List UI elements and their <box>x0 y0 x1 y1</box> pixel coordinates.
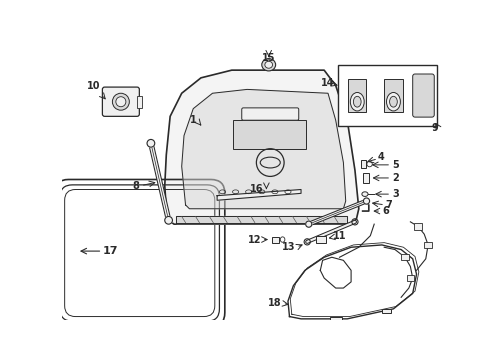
Bar <box>233 120 306 149</box>
FancyBboxPatch shape <box>241 108 298 120</box>
Bar <box>271 237 279 243</box>
FancyBboxPatch shape <box>412 74 433 117</box>
Text: 18: 18 <box>267 298 281 309</box>
Text: 10: 10 <box>87 81 101 91</box>
Ellipse shape <box>386 93 400 111</box>
Ellipse shape <box>353 96 360 107</box>
Text: 1: 1 <box>190 115 197 125</box>
Text: 9: 9 <box>430 123 437 133</box>
Text: 15: 15 <box>262 53 275 63</box>
FancyBboxPatch shape <box>102 87 139 116</box>
Bar <box>381 309 390 314</box>
Circle shape <box>305 221 311 227</box>
Ellipse shape <box>389 96 396 107</box>
Text: 8: 8 <box>132 181 139 191</box>
Text: 12: 12 <box>247 235 261 244</box>
Ellipse shape <box>112 93 129 110</box>
Text: 17: 17 <box>102 246 118 256</box>
Circle shape <box>363 198 369 204</box>
Bar <box>316 237 325 243</box>
Polygon shape <box>176 216 346 222</box>
Text: 3: 3 <box>391 189 398 199</box>
Bar <box>406 275 413 281</box>
Text: 14: 14 <box>321 78 334 88</box>
Text: 4: 4 <box>377 152 384 162</box>
Bar <box>424 242 431 248</box>
Bar <box>413 223 421 230</box>
Polygon shape <box>182 89 345 209</box>
Text: 7: 7 <box>385 200 392 210</box>
Bar <box>360 160 365 168</box>
Polygon shape <box>164 70 358 224</box>
Ellipse shape <box>349 93 364 111</box>
Text: 5: 5 <box>391 160 398 170</box>
Text: 13: 13 <box>282 242 295 252</box>
Bar <box>329 316 341 321</box>
Text: 11: 11 <box>333 231 346 241</box>
Text: 2: 2 <box>391 173 398 183</box>
Circle shape <box>164 216 172 224</box>
Ellipse shape <box>264 61 272 68</box>
Ellipse shape <box>361 192 367 197</box>
Polygon shape <box>217 189 301 200</box>
Ellipse shape <box>116 97 125 107</box>
Ellipse shape <box>261 59 275 71</box>
Bar <box>400 254 408 260</box>
Text: 16: 16 <box>250 184 264 194</box>
Bar <box>384 78 402 112</box>
Bar <box>137 95 142 108</box>
Text: 6: 6 <box>381 206 388 216</box>
Bar <box>362 173 368 183</box>
Bar <box>337 65 436 126</box>
Circle shape <box>147 139 154 147</box>
Bar <box>347 78 366 112</box>
